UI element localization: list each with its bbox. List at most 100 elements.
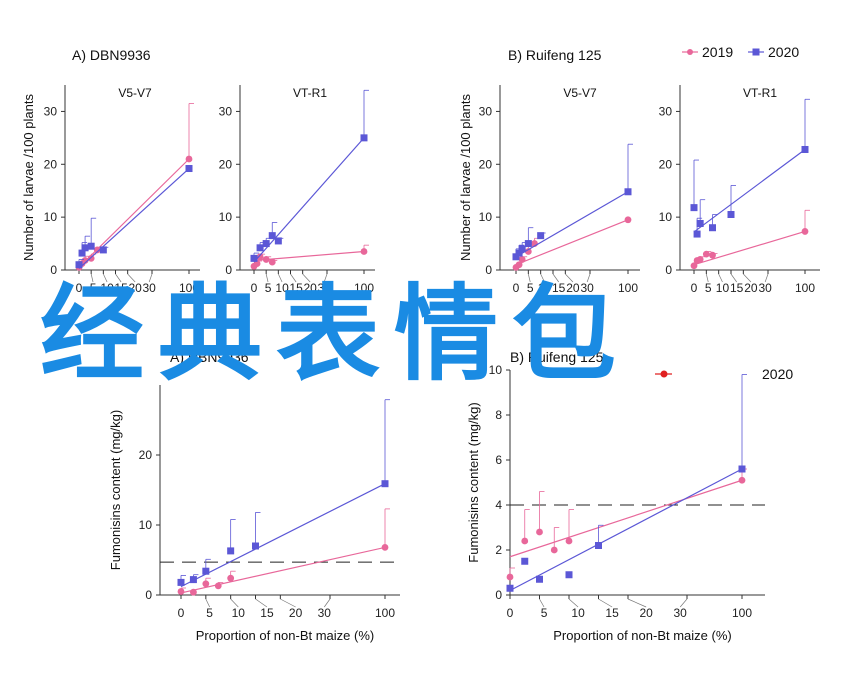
panel-title: B) Ruifeng 125: [510, 349, 604, 365]
x-tick-label: 0: [251, 281, 258, 295]
data-point-2019: [202, 580, 210, 588]
legend2-label-2020: 2020: [762, 366, 793, 382]
x-tick-label: 10: [571, 606, 585, 620]
x-tick-leader: [718, 273, 723, 283]
x-tick-label: 30: [580, 281, 594, 295]
x-tick-leader: [540, 273, 545, 283]
x-tick-leader: [705, 273, 709, 283]
x-tick-leader: [115, 273, 122, 283]
data-point-2020: [738, 465, 746, 473]
data-point-2019: [696, 256, 704, 263]
y-tick-label: 20: [659, 157, 673, 171]
x-tick-leader: [565, 273, 574, 283]
x-tick-label: 30: [674, 606, 688, 620]
x-tick-label: 20: [303, 281, 317, 295]
data-point-2019: [87, 254, 95, 262]
y-tick-label: 0: [225, 263, 232, 277]
x-tick-label: 30: [143, 281, 157, 295]
panel-title: A) DBN9936: [170, 349, 249, 365]
x-tick-label: 15: [260, 606, 274, 620]
x-tick-label: 100: [618, 281, 638, 295]
data-point-2020: [256, 244, 264, 252]
x-tick-label: 10: [716, 281, 730, 295]
legend-marker-2019: [687, 49, 693, 55]
data-point-2019: [738, 476, 746, 484]
x-tick-label: 100: [375, 606, 395, 620]
y-tick-label: 20: [219, 157, 233, 171]
data-point-2019: [536, 528, 543, 536]
fit-line-2019: [509, 479, 743, 558]
fit-line-2020: [180, 483, 386, 588]
data-point-2020: [624, 188, 632, 196]
x-tick-label: 100: [732, 606, 752, 620]
x-tick-leader: [255, 598, 268, 608]
watermark-text: 经典表情包: [40, 273, 631, 395]
y-axis-label: Number of larvae /100 plants: [458, 94, 473, 261]
fit-line-2020: [515, 191, 629, 258]
legend2-marker: [660, 370, 668, 378]
data-point-2020: [537, 232, 545, 240]
fit-line-2019: [253, 250, 365, 262]
data-point-2020: [75, 261, 83, 269]
x-tick-label: 0: [76, 281, 83, 295]
data-point-2020: [250, 254, 258, 262]
data-point-2020: [87, 242, 95, 250]
x-tick-leader: [730, 273, 737, 283]
y-tick-label: 0: [665, 263, 672, 277]
x-tick-leader: [598, 598, 613, 608]
x-tick-leader: [103, 273, 108, 283]
data-point-2019: [506, 573, 514, 581]
x-tick-label: 5: [265, 281, 272, 295]
fit-line-2020: [509, 468, 743, 592]
data-point-2019: [515, 261, 523, 269]
data-point-2020: [177, 578, 185, 586]
x-tick-leader: [302, 273, 311, 283]
data-point-2019: [702, 250, 710, 258]
x-tick-leader: [586, 273, 591, 283]
x-tick-label: 20: [289, 606, 303, 620]
data-point-2020: [727, 211, 735, 218]
x-tick-leader: [90, 273, 94, 283]
x-tick-leader: [679, 598, 688, 608]
data-point-2019: [214, 582, 222, 590]
x-tick-leader: [230, 598, 239, 608]
x-tick-label: 10: [232, 606, 246, 620]
x-tick-leader: [265, 273, 269, 283]
legend-label-2020: 2020: [768, 44, 799, 60]
y-tick-label: 30: [659, 104, 673, 118]
x-tick-leader: [127, 273, 136, 283]
x-tick-leader: [280, 598, 296, 608]
panel-subtitle: VT-R1: [293, 86, 327, 100]
x-tick-label: 100: [179, 281, 199, 295]
data-point-2019: [690, 262, 698, 270]
x-tick-label: 100: [795, 281, 815, 295]
x-tick-label: 0: [178, 606, 185, 620]
x-tick-label: 15: [730, 281, 744, 295]
y-tick-label: 0: [50, 263, 57, 277]
x-tick-label: 5: [527, 281, 534, 295]
x-tick-label: 15: [289, 281, 303, 295]
x-tick-label: 15: [114, 281, 128, 295]
data-point-2020: [536, 575, 543, 583]
data-point-2020: [78, 249, 86, 257]
x-tick-label: 20: [744, 281, 758, 295]
data-point-2020: [515, 249, 523, 257]
y-tick-label: 20: [139, 448, 153, 462]
x-tick-label: 15: [552, 281, 566, 295]
y-tick-label: 10: [139, 518, 153, 532]
data-point-2019: [360, 248, 368, 255]
x-tick-label: 20: [566, 281, 580, 295]
data-point-2019: [268, 258, 276, 266]
x-tick-leader: [148, 273, 153, 283]
x-tick-leader: [527, 273, 531, 283]
data-point-2020: [189, 576, 197, 584]
data-point-2020: [524, 240, 532, 248]
data-point-2019: [256, 253, 264, 261]
data-point-2019: [550, 546, 558, 554]
x-tick-leader: [568, 598, 579, 608]
x-tick-leader: [552, 273, 559, 283]
data-point-2020: [690, 204, 698, 212]
x-tick-leader: [323, 273, 328, 283]
y-tick-label: 2: [495, 543, 502, 557]
